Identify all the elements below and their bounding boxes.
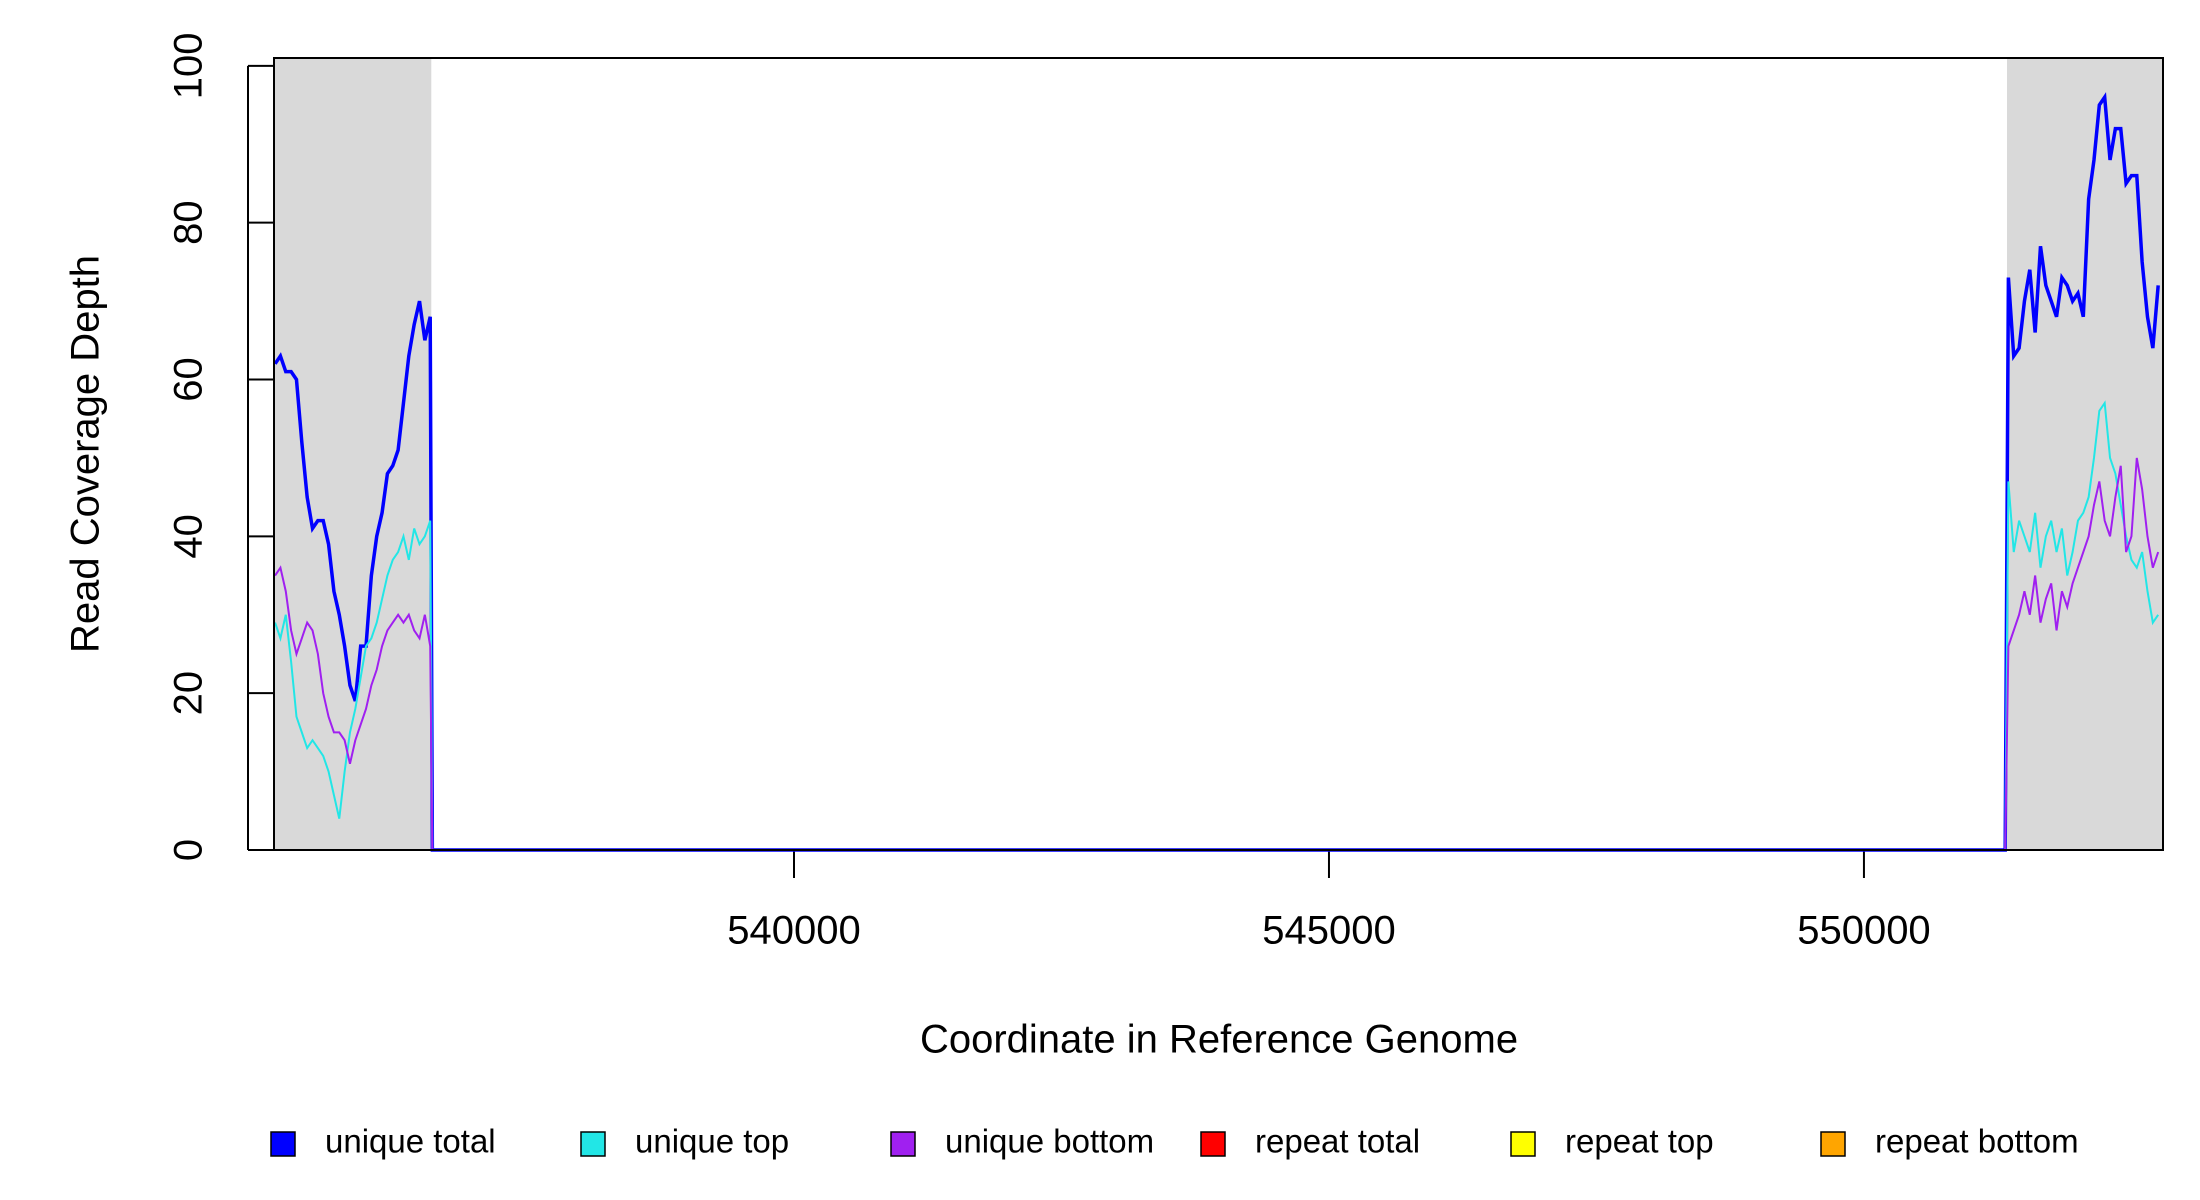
y-tick-label: 0: [167, 839, 211, 861]
legend-label: unique top: [635, 1123, 789, 1160]
legend-swatch: [580, 1131, 606, 1157]
legend-label: unique bottom: [945, 1123, 1154, 1160]
plot-frame: [273, 57, 2164, 851]
x-axis-label: Coordinate in Reference Genome: [920, 1018, 1518, 1062]
shaded-region: [274, 58, 432, 850]
series-line: [274, 400, 2160, 851]
legend-swatch: [270, 1131, 296, 1157]
legend-label: repeat top: [1565, 1123, 1714, 1160]
y-tick-label: 60: [167, 357, 211, 402]
shaded-region: [2007, 58, 2163, 850]
series-line: [274, 457, 2160, 851]
legend-swatch: [1820, 1131, 1846, 1157]
legend-label: repeat bottom: [1875, 1123, 2079, 1160]
y-tick-label: 100: [167, 32, 211, 99]
legend-label: repeat total: [1255, 1123, 1420, 1160]
x-tick-label: 545000: [1262, 909, 1395, 953]
y-tick-label: 80: [167, 200, 211, 245]
legend-swatch: [890, 1131, 916, 1157]
y-tick-label: 20: [167, 671, 211, 716]
x-tick-label: 550000: [1797, 909, 1930, 953]
y-axis-label: Read Coverage Depth: [64, 255, 108, 653]
x-tick-label: 540000: [727, 909, 860, 953]
legend-swatch: [1510, 1131, 1536, 1157]
series-line: [273, 92, 2160, 852]
legend-label: unique total: [325, 1123, 496, 1160]
y-tick-label: 40: [167, 514, 211, 559]
legend-swatch: [1200, 1131, 1226, 1157]
